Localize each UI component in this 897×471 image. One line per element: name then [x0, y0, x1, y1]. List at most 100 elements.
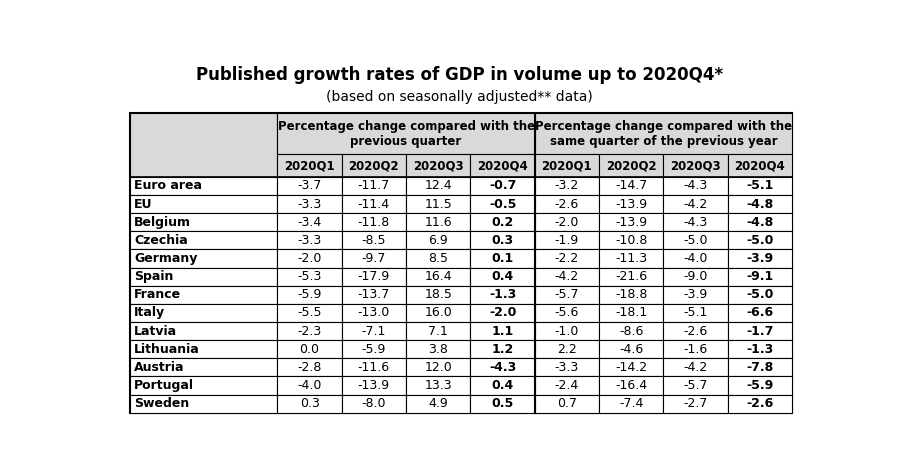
Bar — [727, 286, 792, 304]
Bar — [277, 250, 342, 268]
Text: -8.5: -8.5 — [361, 234, 387, 247]
Bar — [535, 376, 599, 395]
Text: -3.3: -3.3 — [298, 198, 322, 211]
Bar — [535, 268, 599, 286]
Text: -1.0: -1.0 — [554, 325, 579, 338]
Bar — [277, 358, 342, 376]
Bar — [342, 286, 406, 304]
Bar — [406, 195, 470, 213]
Bar — [129, 113, 277, 177]
Text: Lithuania: Lithuania — [135, 343, 200, 356]
Text: -13.0: -13.0 — [358, 307, 390, 319]
Text: -3.3: -3.3 — [554, 361, 579, 374]
Bar — [277, 231, 342, 250]
Bar — [406, 177, 470, 195]
Bar — [406, 340, 470, 358]
Text: -11.8: -11.8 — [358, 216, 390, 229]
Text: 0.7: 0.7 — [557, 397, 577, 410]
Text: -0.5: -0.5 — [489, 198, 517, 211]
Bar — [599, 395, 664, 413]
Bar — [664, 395, 727, 413]
Text: -5.6: -5.6 — [554, 307, 579, 319]
Bar — [406, 231, 470, 250]
Bar — [535, 177, 599, 195]
Bar — [277, 177, 342, 195]
Bar — [535, 358, 599, 376]
Text: -5.0: -5.0 — [746, 288, 773, 301]
Bar — [664, 286, 727, 304]
Text: -4.2: -4.2 — [684, 361, 708, 374]
Text: -2.2: -2.2 — [554, 252, 579, 265]
Text: -9.1: -9.1 — [746, 270, 773, 283]
Text: -3.3: -3.3 — [298, 234, 322, 247]
Text: -1.6: -1.6 — [684, 343, 708, 356]
Bar — [664, 358, 727, 376]
Text: 2.2: 2.2 — [557, 343, 577, 356]
Text: -5.1: -5.1 — [684, 307, 708, 319]
Bar — [470, 395, 535, 413]
Text: -9.7: -9.7 — [361, 252, 386, 265]
Bar — [129, 340, 277, 358]
Bar — [599, 286, 664, 304]
Text: -4.6: -4.6 — [619, 343, 643, 356]
Bar — [664, 250, 727, 268]
Bar — [599, 322, 664, 340]
Bar — [277, 376, 342, 395]
Text: -13.7: -13.7 — [358, 288, 390, 301]
Text: -2.4: -2.4 — [554, 379, 579, 392]
Text: -11.7: -11.7 — [358, 179, 390, 193]
Text: -4.8: -4.8 — [746, 198, 773, 211]
Text: 2020Q1: 2020Q1 — [542, 159, 592, 172]
Text: Czechia: Czechia — [135, 234, 188, 247]
Bar — [129, 322, 277, 340]
Bar — [470, 177, 535, 195]
Text: -4.3: -4.3 — [489, 361, 516, 374]
Text: -5.9: -5.9 — [361, 343, 386, 356]
Text: 16.0: 16.0 — [424, 307, 452, 319]
Bar — [470, 376, 535, 395]
Bar — [664, 154, 727, 177]
Text: -5.0: -5.0 — [746, 234, 773, 247]
Bar — [470, 195, 535, 213]
Bar — [535, 304, 599, 322]
Text: -17.9: -17.9 — [358, 270, 390, 283]
Text: -5.1: -5.1 — [746, 179, 773, 193]
Text: -10.8: -10.8 — [615, 234, 648, 247]
Text: -3.4: -3.4 — [298, 216, 322, 229]
Bar — [277, 195, 342, 213]
Text: Latvia: Latvia — [135, 325, 178, 338]
Text: Belgium: Belgium — [135, 216, 191, 229]
Text: 1.1: 1.1 — [492, 325, 514, 338]
Bar — [342, 213, 406, 231]
Bar — [406, 250, 470, 268]
Text: -2.0: -2.0 — [298, 252, 322, 265]
Bar — [129, 195, 277, 213]
Bar — [664, 268, 727, 286]
Bar — [727, 358, 792, 376]
Bar — [470, 304, 535, 322]
Text: Spain: Spain — [135, 270, 174, 283]
Bar — [470, 231, 535, 250]
Bar — [470, 213, 535, 231]
Text: -2.3: -2.3 — [298, 325, 322, 338]
Text: 18.5: 18.5 — [424, 288, 452, 301]
Text: -2.6: -2.6 — [554, 198, 579, 211]
Text: 3.8: 3.8 — [428, 343, 448, 356]
Text: -5.3: -5.3 — [298, 270, 322, 283]
Bar — [599, 304, 664, 322]
Bar — [129, 286, 277, 304]
Bar — [535, 286, 599, 304]
Bar — [406, 358, 470, 376]
Bar — [599, 177, 664, 195]
Bar — [727, 195, 792, 213]
Bar — [342, 376, 406, 395]
Text: 0.2: 0.2 — [492, 216, 514, 229]
Bar — [535, 322, 599, 340]
Bar — [342, 177, 406, 195]
Text: 2020Q3: 2020Q3 — [413, 159, 464, 172]
Bar — [470, 154, 535, 177]
Text: -6.6: -6.6 — [746, 307, 773, 319]
Bar — [129, 268, 277, 286]
Bar — [535, 340, 599, 358]
Bar — [470, 340, 535, 358]
